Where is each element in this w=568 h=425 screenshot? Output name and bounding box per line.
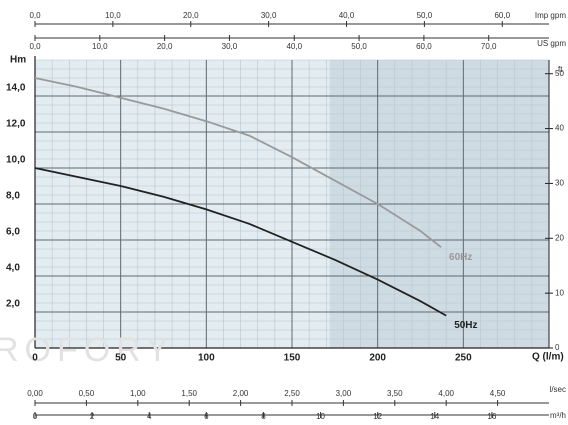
secondary-tick-label: 60,0 [416,42,432,51]
secondary-tick-label: 10,0 [105,11,121,20]
x-tick-label: 200 [369,353,386,364]
y2-tick-label: 30 [555,179,564,188]
secondary-tick-label: 50,0 [417,11,433,20]
watermark: ROFORY [0,331,175,369]
secondary-tick-label: 30,0 [222,42,238,51]
secondary-tick-label: 12 [373,412,382,420]
secondary-axis-title: m³/h [550,411,566,420]
plot-layer [34,56,550,349]
y2-tick-label: 40 [555,124,564,133]
y2-axis-title: ft [558,65,563,74]
y-tick-label: 8,0 [6,191,20,202]
secondary-tick-label: 60,0 [494,11,510,20]
y-tick-label: 14,0 [6,83,26,94]
x-tick-label: 0 [32,353,38,364]
y-tick-label: 10,0 [6,155,26,166]
secondary-tick-label: 20,0 [183,11,199,20]
secondary-tick-label: 0,0 [29,42,41,51]
secondary-tick-label: 10,0 [92,42,108,51]
y2-tick-label: 20 [555,233,564,242]
secondary-tick-label: 3,50 [387,389,403,398]
secondary-tick-label: 14 [430,412,439,420]
secondary-axis-title: US gpm [537,39,566,48]
secondary-tick-label: 4,00 [438,389,454,398]
y2-tick-label: 50 [555,69,564,78]
secondary-tick-label: 2,00 [233,389,249,398]
secondary-tick-label: 3,00 [336,389,352,398]
secondary-tick-label: 4,50 [490,389,506,398]
secondary-axis-title: Imp gpm [535,11,566,20]
secondary-tick-label: 0,0 [29,11,41,20]
secondary-tick-label: 2 [90,412,95,420]
secondary-tick-label: 30,0 [261,11,277,20]
secondary-tick-label: 8 [261,412,266,420]
y-tick-label: 2,0 [6,299,20,310]
y-tick-label: 12,0 [6,119,26,130]
x-tick-label: 250 [455,353,472,364]
secondary-tick-label: 2,50 [284,389,300,398]
curve [34,77,442,248]
secondary-tick-label: 1,50 [181,389,197,398]
y-tick-label: 6,0 [6,227,20,238]
secondary-tick-label: 4 [147,412,152,420]
secondary-tick-label: 0,00 [27,389,43,398]
y2-tick-label: 0 [555,343,560,352]
secondary-tick-label: 16 [487,412,496,420]
secondary-axis-title: l/sec [550,385,566,394]
secondary-tick-label: 50,0 [351,42,367,51]
x-tick-label: 100 [198,353,215,364]
secondary-tick-label: 10 [316,412,325,420]
secondary-tick-label: 0 [33,412,38,420]
x-tick-label: 150 [284,353,301,364]
secondary-tick-label: 0,50 [79,389,95,398]
curve-label: 60Hz [449,252,472,263]
y-axis-title: Hm [10,55,26,66]
y2-tick-label: 10 [555,288,564,297]
curve [34,167,447,317]
secondary-tick-label: 40,0 [339,11,355,20]
secondary-tick-label: 1,00 [130,389,146,398]
x-axis-title: Q (l/m) [532,352,564,363]
secondary-tick-label: 20,0 [157,42,173,51]
secondary-tick-label: 6 [204,412,209,420]
y-tick-label: 4,0 [6,263,20,274]
x-tick-label: 50 [115,353,127,364]
curve-label: 50Hz [454,320,477,331]
secondary-tick-label: 70,0 [481,42,497,51]
secondary-tick-label: 40,0 [286,42,302,51]
